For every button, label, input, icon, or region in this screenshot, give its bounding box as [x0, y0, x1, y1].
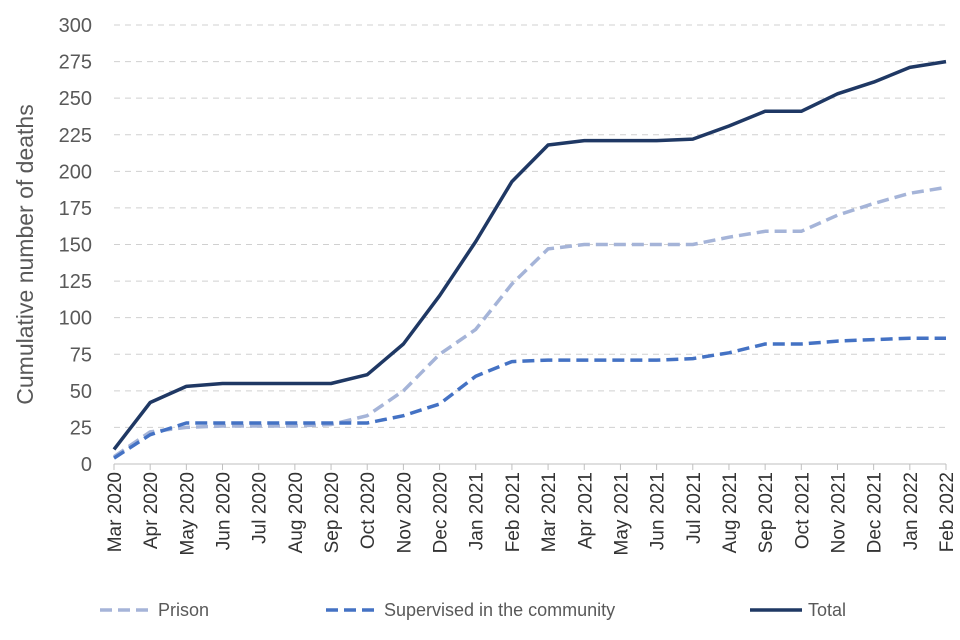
- x-tick-label: Oct 2020: [358, 472, 379, 549]
- x-tick-label: Jul 2020: [250, 472, 271, 544]
- x-tick-label: Jan 2021: [467, 472, 488, 550]
- series-line-total: [112, 59, 947, 451]
- y-tick-label: 0: [81, 454, 92, 476]
- y-tick-label: 50: [70, 381, 92, 403]
- x-tick-label: Nov 2020: [394, 472, 415, 553]
- y-tick-label: 300: [59, 15, 92, 37]
- x-tick-label: Nov 2021: [828, 472, 849, 553]
- x-tick-label: Mar 2020: [105, 472, 126, 552]
- x-tick-label: Mar 2021: [539, 472, 560, 552]
- legend-label-supervised-in-the-community: Supervised in the community: [384, 600, 615, 620]
- x-tick-labels: Mar 2020 Apr 2020 May 2020 Jun 2020 Jul 2020…: [105, 472, 958, 555]
- x-tick-label: Jun 2020: [214, 472, 235, 550]
- y-tick-label: 100: [59, 308, 92, 330]
- axes: [113, 463, 947, 470]
- x-tick-label: Jul 2021: [684, 472, 705, 544]
- x-tick-label: Aug 2021: [720, 472, 741, 553]
- x-tick-label: May 2020: [177, 472, 198, 555]
- gridlines: [114, 24, 946, 428]
- y-tick-label: 25: [70, 417, 92, 439]
- y-tick-label: 75: [70, 344, 92, 366]
- legend-label-total: Total: [808, 600, 846, 620]
- y-tick-label: 225: [59, 125, 92, 147]
- x-tick-label: Apr 2020: [141, 472, 162, 549]
- x-tick-label: May 2021: [611, 472, 632, 555]
- x-tick-label: Oct 2021: [792, 472, 813, 549]
- x-tick-label: Dec 2020: [431, 472, 452, 553]
- x-tick-label: Jan 2022: [901, 472, 922, 550]
- x-tick-label: Aug 2020: [286, 472, 307, 553]
- y-tick-label: 175: [59, 198, 92, 220]
- y-axis-title: Cumulative number of deaths: [12, 104, 38, 404]
- x-tick-label: Feb 2022: [937, 472, 958, 552]
- series-line-supervised-in-the-community: [113, 336, 946, 460]
- y-tick-label: 125: [59, 271, 92, 293]
- y-tick-labels: 0 25 50 75 100 125 150 175 200 225 250 275 300: [59, 15, 92, 476]
- x-tick-label: Jun 2021: [648, 472, 669, 550]
- x-tick-label: Feb 2021: [503, 472, 524, 552]
- legend: Prison Supervised in the community Total: [100, 600, 846, 620]
- y-tick-label: 275: [59, 52, 92, 74]
- legend-label-prison: Prison: [158, 600, 209, 620]
- series-line-prison: [113, 185, 947, 459]
- x-tick-label: Apr 2021: [575, 472, 596, 549]
- x-tick-label: Sep 2020: [322, 472, 343, 553]
- y-tick-label: 200: [59, 161, 92, 183]
- x-tick-label: Sep 2021: [756, 472, 777, 553]
- y-tick-label: 150: [59, 235, 92, 257]
- series-lines: [112, 59, 947, 460]
- y-tick-label: 250: [59, 88, 92, 110]
- x-tick-label: Dec 2021: [865, 472, 886, 553]
